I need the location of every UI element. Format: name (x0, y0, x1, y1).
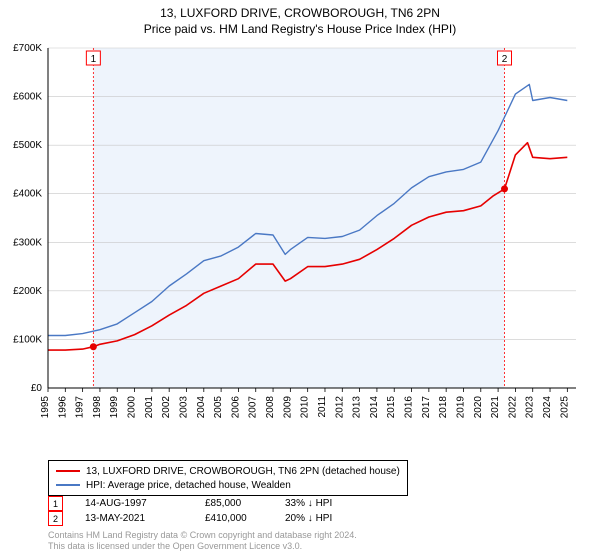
sales-price-2: £410,000 (205, 513, 285, 524)
svg-text:£200K: £200K (13, 286, 42, 297)
svg-text:2020: 2020 (473, 396, 484, 419)
svg-text:2013: 2013 (352, 396, 363, 419)
footer-line1: Contains HM Land Registry data © Crown c… (48, 530, 357, 541)
svg-text:2023: 2023 (525, 396, 536, 419)
svg-text:2018: 2018 (438, 396, 449, 419)
svg-text:2024: 2024 (542, 396, 553, 419)
chart-title-line2: Price paid vs. HM Land Registry's House … (0, 20, 600, 40)
svg-text:1997: 1997 (75, 396, 86, 419)
svg-text:£700K: £700K (13, 43, 42, 54)
svg-text:2022: 2022 (507, 396, 518, 419)
legend-label-property: 13, LUXFORD DRIVE, CROWBOROUGH, TN6 2PN … (86, 466, 400, 477)
svg-text:£500K: £500K (13, 140, 42, 151)
legend-row-property: 13, LUXFORD DRIVE, CROWBOROUGH, TN6 2PN … (56, 464, 400, 478)
svg-text:2015: 2015 (386, 396, 397, 419)
svg-text:2: 2 (502, 54, 508, 65)
svg-text:2004: 2004 (196, 396, 207, 419)
footer: Contains HM Land Registry data © Crown c… (48, 530, 357, 553)
svg-text:1995: 1995 (40, 396, 51, 419)
svg-text:2010: 2010 (300, 396, 311, 419)
svg-text:2000: 2000 (127, 396, 138, 419)
svg-text:2002: 2002 (161, 396, 172, 419)
svg-text:2014: 2014 (369, 396, 380, 419)
svg-text:£600K: £600K (13, 92, 42, 103)
sales-date-1: 14-AUG-1997 (85, 498, 205, 509)
svg-text:2012: 2012 (334, 396, 345, 419)
sales-pct-2: 20% ↓ HPI (285, 513, 395, 524)
legend-label-hpi: HPI: Average price, detached house, Weal… (86, 480, 291, 491)
svg-text:1998: 1998 (92, 396, 103, 419)
svg-text:1996: 1996 (57, 396, 68, 419)
svg-text:2007: 2007 (248, 396, 259, 419)
sales-date-2: 13-MAY-2021 (85, 513, 205, 524)
svg-text:1: 1 (91, 54, 97, 65)
legend-swatch-hpi (56, 484, 80, 486)
svg-text:2017: 2017 (421, 396, 432, 419)
svg-text:2019: 2019 (455, 396, 466, 419)
sales-pct-1: 33% ↓ HPI (285, 498, 395, 509)
sales-badge-2: 2 (48, 511, 63, 526)
sales-table: 1 14-AUG-1997 £85,000 33% ↓ HPI 2 13-MAY… (48, 496, 395, 526)
svg-text:£0: £0 (31, 383, 43, 394)
price-chart: £0 £100K £200K £300K £400K £500K £600K £700K 199… (0, 40, 600, 458)
svg-text:1999: 1999 (109, 396, 120, 419)
legend-swatch-property (56, 470, 80, 472)
sales-row-1: 1 14-AUG-1997 £85,000 33% ↓ HPI (48, 496, 395, 511)
legend-row-hpi: HPI: Average price, detached house, Weal… (56, 478, 400, 492)
svg-text:£300K: £300K (13, 237, 42, 248)
sales-row-2: 2 13-MAY-2021 £410,000 20% ↓ HPI (48, 511, 395, 526)
svg-text:2003: 2003 (178, 396, 189, 419)
sales-price-1: £85,000 (205, 498, 285, 509)
svg-text:2021: 2021 (490, 396, 501, 419)
chart-title-line1: 13, LUXFORD DRIVE, CROWBOROUGH, TN6 2PN (0, 0, 600, 20)
svg-text:2025: 2025 (559, 396, 570, 419)
svg-text:2005: 2005 (213, 396, 224, 419)
svg-text:2016: 2016 (404, 396, 415, 419)
sales-badge-1: 1 (48, 496, 63, 511)
svg-text:2006: 2006 (230, 396, 241, 419)
svg-text:£100K: £100K (13, 334, 42, 345)
svg-text:£400K: £400K (13, 189, 42, 200)
footer-line2: This data is licensed under the Open Gov… (48, 541, 357, 552)
svg-text:2011: 2011 (317, 396, 328, 418)
svg-text:2001: 2001 (144, 396, 155, 419)
svg-text:2008: 2008 (265, 396, 276, 419)
svg-text:2009: 2009 (282, 396, 293, 419)
legend: 13, LUXFORD DRIVE, CROWBOROUGH, TN6 2PN … (48, 460, 408, 496)
